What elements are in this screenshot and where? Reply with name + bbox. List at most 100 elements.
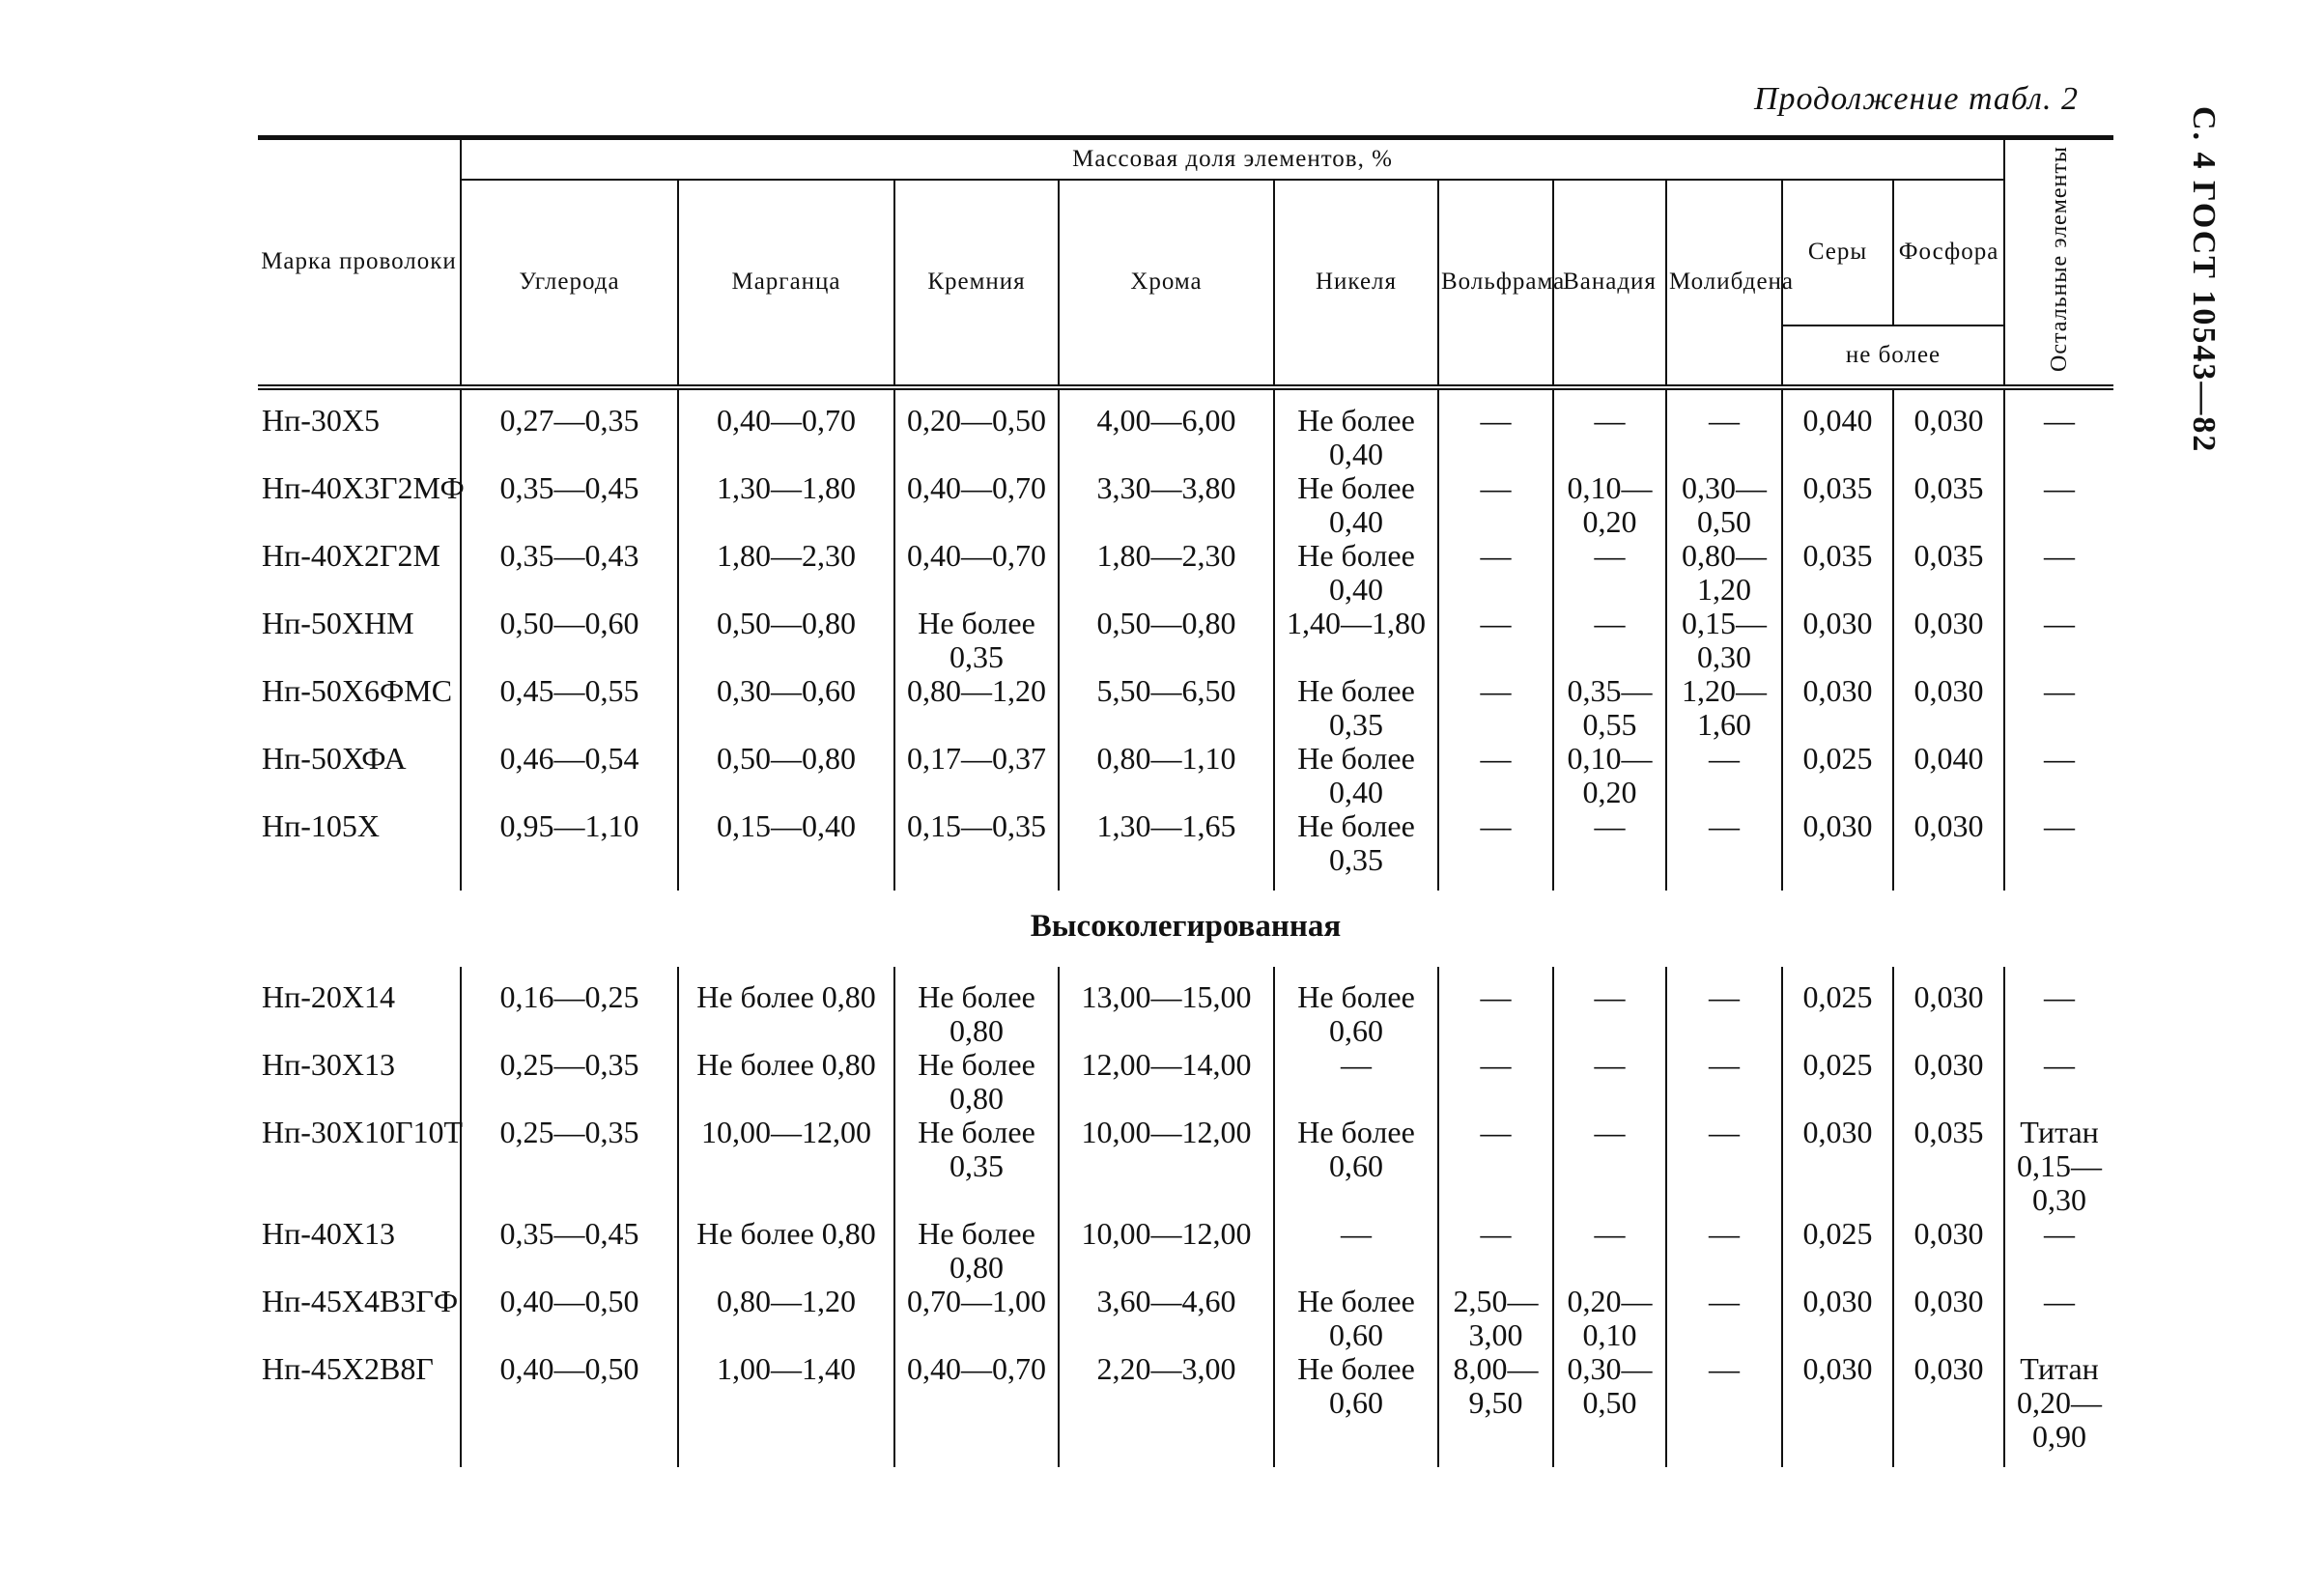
- table-cell: Не более 0,60: [1273, 979, 1438, 1048]
- spacer-cell: [460, 386, 678, 404]
- table-cell: —: [1552, 403, 1666, 471]
- table-row: Нп-50ХФА 0,46—0,54 0,50—0,80 0,17—0,37 0,80—…: [258, 741, 2114, 809]
- spacer-cell: [460, 876, 678, 891]
- table-cell: —: [1665, 1115, 1782, 1217]
- row-label: Нп-105Х: [262, 807, 380, 843]
- table-cell: 0,70—1,00: [893, 1284, 1059, 1352]
- row-label: Нп-45Х4В3ГФ: [262, 1283, 459, 1318]
- spacer-cell: [1665, 876, 1782, 891]
- table-cell: —: [1437, 673, 1553, 742]
- spacer-row: [258, 1453, 2114, 1467]
- table-cell: 0,20—0,10: [1552, 1284, 1666, 1352]
- spacer-cell: [2003, 966, 2114, 980]
- table-row: Нп-30Х13 0,25—0,35 Не более 0,80 Не более 0…: [258, 1047, 2114, 1116]
- page-number: С. 4 ГОСТ 10543—82: [2186, 106, 2222, 454]
- table-cell: Не более 0,80: [893, 1047, 1059, 1116]
- table-row: Нп-20Х14 0,16—0,25 Не более 0,80 Не более 0…: [258, 978, 2114, 1048]
- table-cell: 0,95—1,10: [460, 808, 678, 877]
- table-cell: 0,25—0,35: [460, 1115, 678, 1217]
- spacer-cell: [893, 1453, 1059, 1467]
- table-cell: 0,10—0,20: [1552, 741, 1666, 809]
- spacer-cell: [1552, 386, 1666, 404]
- table-cell: 0,025: [1781, 1047, 1893, 1116]
- table-cell: 4,00—6,00: [1058, 403, 1274, 471]
- table-cell: —: [1437, 1047, 1553, 1116]
- spacer-cell: [258, 387, 461, 404]
- table-row: Нп-40Х2Г2М 0,35—0,43 1,80—2,30 0,40—0,70 1,8…: [258, 538, 2114, 607]
- spacer-cell: [258, 1454, 461, 1467]
- table-cell: 8,00—9,50: [1437, 1351, 1553, 1454]
- spacer-cell: [893, 876, 1059, 891]
- table-cell: —: [2003, 1216, 2114, 1285]
- spacer-cell: [1665, 1453, 1782, 1467]
- spacer-cell: [258, 877, 461, 891]
- table-row: Нп-40Х13 0,35—0,45 Не более 0,80 Не более 0…: [258, 1216, 2114, 1285]
- table-cell: Не более 0,80: [893, 979, 1059, 1048]
- spacer-cell: [1781, 386, 1893, 404]
- table-cell: —: [2003, 741, 2114, 809]
- table-row: Нп-50ХНМ 0,50—0,60 0,50—0,80 Не более 0,35 0…: [258, 605, 2114, 674]
- row-label: Нп-40Х3Г2МФ: [262, 469, 465, 505]
- continuation-label: Продолжение табл. 2: [1753, 81, 2079, 117]
- table-cell: Не более 0,35: [1273, 673, 1438, 742]
- table-cell: 0,17—0,37: [893, 741, 1059, 809]
- table-cell: Не более 0,60: [1273, 1351, 1438, 1454]
- table-cell: Титан 0,20—0,90: [2003, 1351, 2114, 1454]
- table-row: Нп-45Х4В3ГФ 0,40—0,50 0,80—1,20 0,70—1,00 3,…: [258, 1283, 2114, 1352]
- table-cell: Не более 0,40: [1273, 741, 1438, 809]
- spacer-cell: [460, 1453, 678, 1467]
- spacer-row: [258, 966, 2114, 980]
- table-cell: 0,30—0,50: [1665, 470, 1782, 539]
- spacer-cell: [1552, 876, 1666, 891]
- table-cell: —: [2003, 673, 2114, 742]
- column-header: Ванадия: [1552, 180, 1666, 388]
- table-cell: 0,40—0,50: [460, 1351, 678, 1454]
- section-title: Высоколегированная: [1030, 908, 1342, 944]
- spacer-cell: [1273, 386, 1438, 404]
- spacer-cell: [1058, 386, 1274, 404]
- spacer-cell: [460, 966, 678, 980]
- table-cell: Не более 0,80: [677, 1047, 894, 1116]
- spacer-cell: [1665, 386, 1782, 404]
- table-cell: 0,35—0,45: [460, 1216, 678, 1285]
- row-label: Нп-50ХНМ: [262, 605, 414, 640]
- spacer-cell: [677, 966, 894, 980]
- spacer-cell: [1891, 876, 2005, 891]
- table-cell: —: [2003, 470, 2114, 539]
- table-cell: —: [1665, 1284, 1782, 1352]
- header-row: не более: [258, 325, 2113, 388]
- table-cell: 0,040: [1891, 741, 2005, 809]
- table-cell: 0,030: [1891, 403, 2005, 471]
- table-cell: 0,80—1,20: [677, 1284, 894, 1352]
- spacer-cell: [1273, 876, 1438, 891]
- column-header: Хрома: [1058, 180, 1274, 388]
- table-cell: 0,030: [1891, 808, 2005, 877]
- table-cell: 0,45—0,55: [460, 673, 678, 742]
- column-header: Кремния: [893, 180, 1059, 388]
- table-cell: —: [2003, 403, 2114, 471]
- column-header: Вольфрама: [1437, 180, 1564, 388]
- column-header: Углерода: [460, 180, 678, 388]
- table-cell: 0,80—1,20: [893, 673, 1059, 742]
- row-label: Нп-20Х14: [262, 978, 395, 1014]
- table-cell: 0,46—0,54: [460, 741, 678, 809]
- table-cell: 0,30—0,50: [1552, 1351, 1666, 1454]
- table-cell: —: [1437, 1115, 1553, 1217]
- table-cell: 0,040: [1781, 403, 1893, 471]
- table-cell: —: [1437, 606, 1553, 674]
- column-header: Фосфора: [1891, 180, 2005, 326]
- table-cell: 0,40—0,70: [677, 403, 894, 471]
- table-cell: 0,035: [1781, 470, 1893, 539]
- table-cell: Не более 0,35: [893, 606, 1059, 674]
- table-cell: 0,27—0,35: [460, 403, 678, 471]
- table-cell: Не более 0,35: [893, 1115, 1059, 1217]
- table-cell: —: [1552, 979, 1666, 1048]
- spacer-cell: [2003, 1453, 2114, 1467]
- table-cell: 0,15—0,35: [893, 808, 1059, 877]
- spacer-cell: [1273, 966, 1438, 980]
- table-cell: 0,35—0,43: [460, 538, 678, 607]
- table-cell: —: [1437, 403, 1553, 471]
- table-cell: 0,030: [1781, 606, 1893, 674]
- table-cell: —: [1437, 808, 1553, 877]
